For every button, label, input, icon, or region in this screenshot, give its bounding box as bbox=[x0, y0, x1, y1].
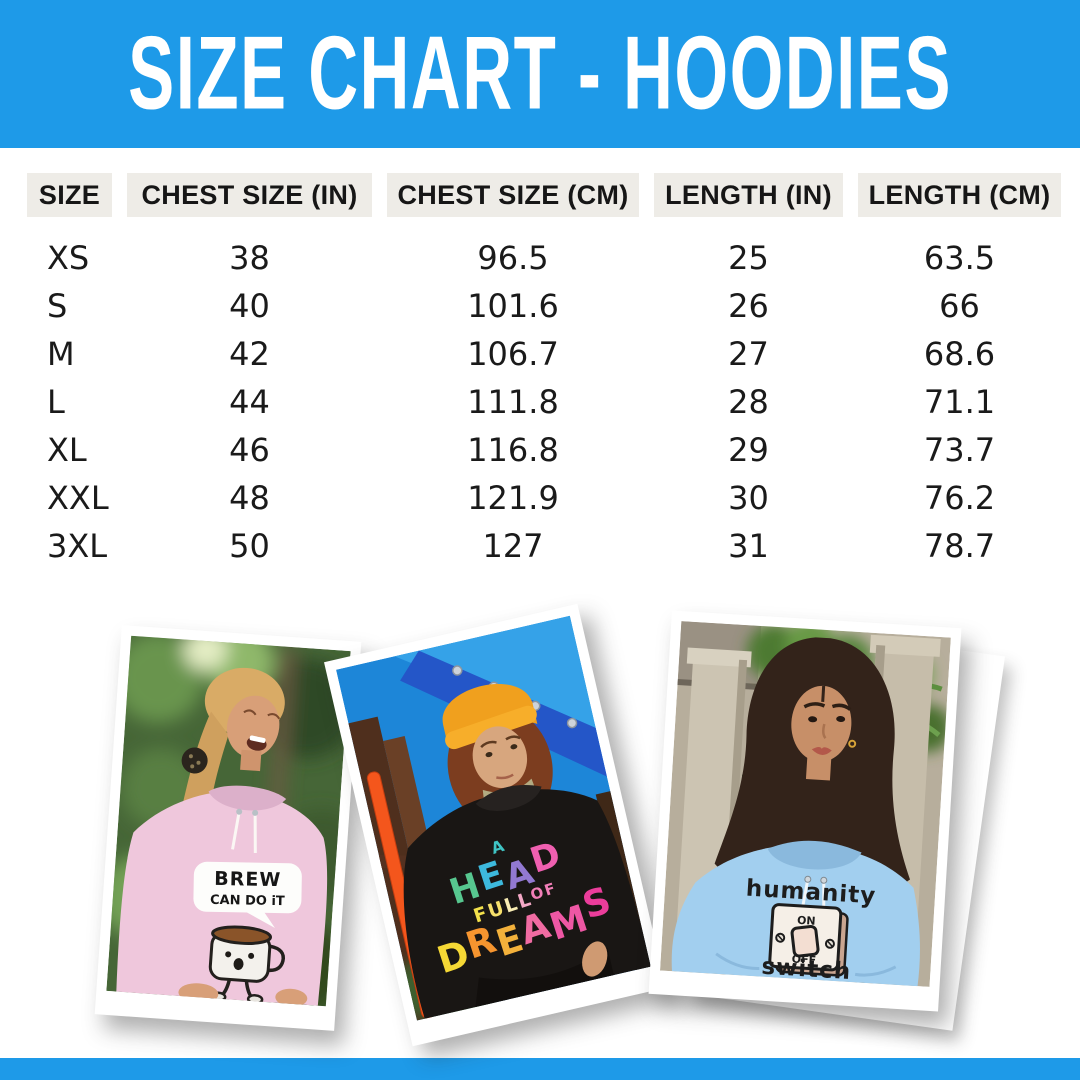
bubble-text-line1: BREW bbox=[214, 868, 281, 891]
column-header-length-in: LENGTH (IN) bbox=[654, 173, 843, 217]
page-title: SIZE CHART - HOODIES bbox=[128, 15, 952, 132]
graphic-word-humanity: humanity bbox=[745, 876, 877, 910]
table-cell: 29 bbox=[728, 431, 769, 469]
photo-blue-hoodie: humanity ON OFF switch bbox=[648, 610, 962, 1012]
photo-black-hoodie: A HEAD FULLOF DREAMS bbox=[324, 603, 666, 1047]
graphic-letter-a: A bbox=[489, 836, 507, 858]
pink-hoodie-body bbox=[116, 791, 328, 1006]
bottom-accent-bar bbox=[0, 1058, 1080, 1080]
column-header-size: SIZE bbox=[27, 173, 112, 217]
table-cell: 96.5 bbox=[477, 239, 549, 277]
table-cell: 27 bbox=[728, 335, 769, 373]
table-body: XS 38 96.5 25 63.5 S 40 101.6 26 66 M 42… bbox=[0, 234, 1080, 570]
graphic-word-full-of: FULLOF bbox=[471, 879, 561, 928]
woman-figure bbox=[178, 667, 285, 827]
table-cell: 78.7 bbox=[923, 527, 996, 565]
blue-hoodie-body bbox=[671, 844, 920, 987]
table-cell: 106.7 bbox=[467, 335, 559, 373]
title-banner: SIZE CHART - HOODIES bbox=[0, 0, 1080, 148]
table-cell: 116.8 bbox=[467, 431, 559, 469]
woman-figure bbox=[714, 637, 911, 892]
light-switch-illustration: ON OFF bbox=[768, 903, 849, 977]
table-cell: 71.1 bbox=[923, 383, 996, 421]
table-cell: 68.6 bbox=[923, 335, 996, 373]
table-header-row: SIZE CHEST SIZE (IN) CHEST SIZE (CM) LEN… bbox=[0, 173, 1080, 217]
table-cell: XS bbox=[47, 239, 90, 277]
table-cell: 127 bbox=[482, 527, 544, 565]
table-cell: 46 bbox=[229, 431, 270, 469]
pink-hoodie-illustration: BREW CAN DO iT bbox=[106, 635, 351, 1007]
table-cell: 48 bbox=[229, 479, 270, 517]
table-row: XS 38 96.5 25 63.5 bbox=[0, 234, 1080, 282]
black-hoodie-illustration: A HEAD FULLOF DREAMS bbox=[336, 615, 651, 1021]
table-row: L 44 111.8 28 71.1 bbox=[0, 378, 1080, 426]
column-header-length-cm: LENGTH (CM) bbox=[858, 173, 1061, 217]
table-cell: 63.5 bbox=[923, 239, 996, 277]
size-table: SIZE CHEST SIZE (IN) CHEST SIZE (CM) LEN… bbox=[0, 173, 1080, 570]
table-cell: 38 bbox=[229, 239, 270, 277]
photo-pink-hoodie: BREW CAN DO iT bbox=[94, 625, 362, 1031]
table-cell: 30 bbox=[728, 479, 769, 517]
speech-bubble-graphic: BREW CAN DO iT bbox=[193, 861, 302, 929]
table-row: XXL 48 121.9 30 76.2 bbox=[0, 474, 1080, 522]
table-cell: 40 bbox=[229, 287, 270, 325]
table-cell: 3XL bbox=[47, 527, 108, 565]
table-cell: M bbox=[47, 335, 75, 373]
switch-off-label: OFF bbox=[791, 952, 816, 966]
bubble-text-line2: CAN DO iT bbox=[210, 893, 285, 909]
table-cell: 73.7 bbox=[923, 431, 996, 469]
graphic-word-dreams: DREAMS bbox=[430, 878, 620, 985]
table-cell: 25 bbox=[728, 239, 769, 277]
table-cell: 44 bbox=[229, 383, 270, 421]
stacked-photo-edge bbox=[687, 619, 1005, 1031]
table-cell: 76.2 bbox=[923, 479, 996, 517]
table-cell: 31 bbox=[728, 527, 769, 565]
table-cell: 42 bbox=[229, 335, 270, 373]
table-row: 3XL 50 127 31 78.7 bbox=[0, 522, 1080, 570]
black-hoodie-body bbox=[403, 789, 651, 1019]
table-cell: 50 bbox=[229, 527, 270, 565]
table-cell: 121.9 bbox=[467, 479, 559, 517]
table-cell: 26 bbox=[728, 287, 769, 325]
graphic-word-switch: switch bbox=[761, 954, 852, 985]
column-header-chest-cm: CHEST SIZE (CM) bbox=[387, 173, 639, 217]
table-cell: 101.6 bbox=[467, 287, 559, 325]
graphic-word-head: HEAD bbox=[443, 834, 569, 916]
humanity-switch-graphic: humanity ON OFF switch bbox=[745, 876, 877, 986]
switch-on-label: ON bbox=[797, 914, 816, 928]
table-row: XL 46 116.8 29 73.7 bbox=[0, 426, 1080, 474]
table-cell: L bbox=[47, 383, 65, 421]
table-cell: XXL bbox=[47, 479, 109, 517]
table-row: S 40 101.6 26 66 bbox=[0, 282, 1080, 330]
coffee-mug-graphic bbox=[208, 925, 286, 1005]
table-cell: S bbox=[47, 287, 68, 325]
table-cell: 28 bbox=[728, 383, 769, 421]
blue-hoodie-illustration: humanity ON OFF switch bbox=[659, 621, 951, 987]
gate bbox=[738, 744, 812, 929]
column-header-chest-in: CHEST SIZE (IN) bbox=[127, 173, 372, 217]
person-figure bbox=[442, 684, 553, 829]
table-row: M 42 106.7 27 68.6 bbox=[0, 330, 1080, 378]
table-cell: 66 bbox=[939, 287, 980, 325]
table-cell: XL bbox=[47, 431, 87, 469]
dreams-text-graphic: A HEAD FULLOF DREAMS bbox=[430, 834, 620, 985]
table-cell: 111.8 bbox=[467, 383, 559, 421]
